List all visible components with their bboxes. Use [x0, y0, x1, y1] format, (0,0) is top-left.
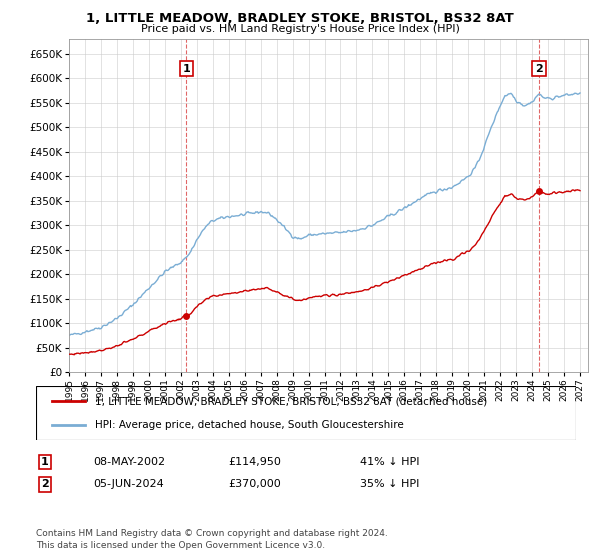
Text: 35% ↓ HPI: 35% ↓ HPI [360, 479, 419, 489]
Text: £370,000: £370,000 [228, 479, 281, 489]
Text: 2: 2 [535, 64, 543, 73]
Text: 2: 2 [41, 479, 49, 489]
Text: 41% ↓ HPI: 41% ↓ HPI [360, 457, 419, 467]
Text: 1: 1 [182, 64, 190, 73]
Text: 08-MAY-2002: 08-MAY-2002 [93, 457, 165, 467]
Text: 1: 1 [41, 457, 49, 467]
Text: 05-JUN-2024: 05-JUN-2024 [93, 479, 164, 489]
Text: £114,950: £114,950 [228, 457, 281, 467]
Text: Contains HM Land Registry data © Crown copyright and database right 2024.
This d: Contains HM Land Registry data © Crown c… [36, 529, 388, 550]
Text: HPI: Average price, detached house, South Gloucestershire: HPI: Average price, detached house, Sout… [95, 419, 404, 430]
Text: Price paid vs. HM Land Registry's House Price Index (HPI): Price paid vs. HM Land Registry's House … [140, 24, 460, 34]
Text: 1, LITTLE MEADOW, BRADLEY STOKE, BRISTOL, BS32 8AT (detached house): 1, LITTLE MEADOW, BRADLEY STOKE, BRISTOL… [95, 396, 488, 407]
Text: 1, LITTLE MEADOW, BRADLEY STOKE, BRISTOL, BS32 8AT: 1, LITTLE MEADOW, BRADLEY STOKE, BRISTOL… [86, 12, 514, 25]
